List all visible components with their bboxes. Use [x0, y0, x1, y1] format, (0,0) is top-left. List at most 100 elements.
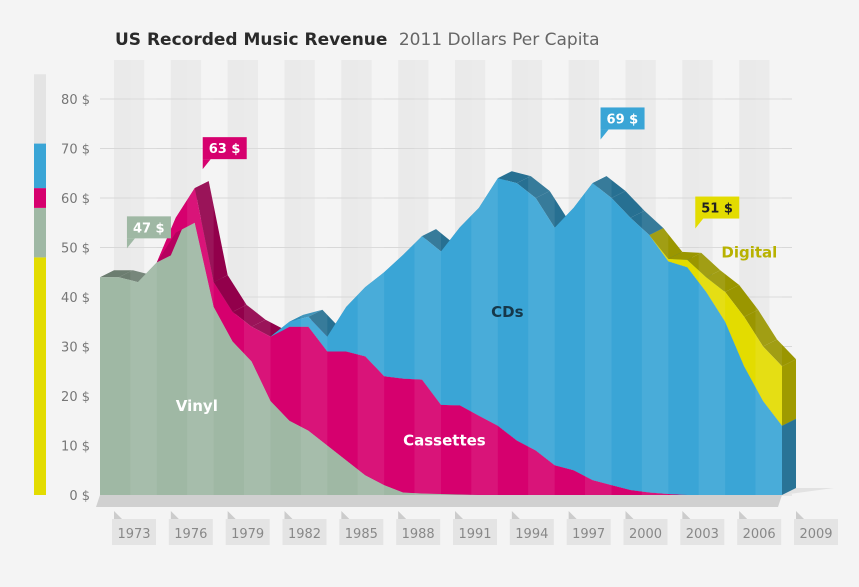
- column-shade: [755, 60, 782, 495]
- series-depth-cds: [516, 176, 550, 198]
- x-tick-label: 1991: [458, 527, 491, 542]
- column-shade: [698, 60, 726, 495]
- y-tick-label: 20 $: [61, 390, 90, 405]
- annotation-label: 69 $: [607, 112, 639, 127]
- x-tick-marker: [341, 511, 350, 519]
- annotation-pointer: [126, 238, 135, 249]
- column-shade: [414, 60, 441, 495]
- series-endcap-cds: [782, 418, 796, 495]
- x-tick-label: 1982: [288, 527, 321, 542]
- series-depth-cds: [611, 191, 645, 218]
- x-tick-marker: [170, 511, 179, 519]
- x-tick-box: [168, 519, 213, 545]
- chart-title: US Recorded Music Revenue 2011 Dollars P…: [115, 30, 600, 50]
- series-depth-digital: [668, 251, 702, 260]
- x-tick-box: [794, 519, 838, 545]
- series-endcap-digital: [782, 359, 796, 426]
- x-tick-label: 2009: [799, 527, 832, 542]
- x-tick-label: 1988: [402, 527, 435, 542]
- left-bar-segment: [34, 257, 46, 495]
- x-tick-box: [680, 519, 725, 545]
- x-tick-marker: [682, 511, 691, 519]
- series-depth-cassettes: [213, 275, 247, 312]
- x-tick-box: [509, 519, 554, 545]
- column-shade: [641, 60, 669, 495]
- series-depth-cds: [497, 171, 531, 184]
- x-tick-box: [453, 519, 497, 545]
- annotation-pointer: [600, 129, 609, 140]
- chart-subtitle: 2011 Dollars Per Capita: [398, 30, 600, 50]
- series-area-vinyl: [100, 222, 782, 495]
- series-depth-cassettes: [232, 304, 266, 327]
- series-label-digital: Digital: [721, 243, 777, 261]
- chart-title-main: US Recorded Music Revenue: [115, 30, 388, 50]
- annotation-pointer: [202, 159, 211, 170]
- series-depth-cds: [289, 309, 323, 322]
- x-tick-label: 2003: [686, 527, 719, 542]
- x-tick-box: [112, 519, 156, 545]
- x-tick-marker: [739, 511, 748, 519]
- series-label-cassettes: Cassettes: [403, 432, 486, 450]
- annotation-pointer: [695, 218, 704, 229]
- annotation-box: [126, 216, 171, 239]
- column-shade: [300, 60, 328, 495]
- series-depth-cds: [592, 176, 626, 198]
- y-tick-label: 50 $: [61, 242, 90, 257]
- x-tick-box: [623, 519, 668, 545]
- series-depth-digital: [744, 309, 778, 347]
- x-tick-label: 2006: [743, 527, 776, 542]
- series-area-cassettes: [100, 188, 782, 495]
- x-tick-marker: [227, 511, 236, 519]
- x-tick-marker: [398, 511, 407, 519]
- column-shade: [130, 60, 157, 495]
- x-tick-marker: [796, 511, 804, 519]
- annotation-label: 51 $: [701, 202, 733, 217]
- series-area-cds: [100, 178, 782, 495]
- y-tick-label: 40 $: [61, 291, 90, 306]
- x-tick-label: 1997: [572, 527, 605, 542]
- x-tick-marker: [568, 511, 577, 519]
- series-depth-digital: [649, 228, 683, 259]
- left-bar-segment: [34, 143, 46, 189]
- x-tick-box: [396, 519, 441, 545]
- series-depth-vinyl: [100, 270, 133, 278]
- left-bar-segment: [34, 188, 46, 208]
- floor-edge: [96, 495, 782, 507]
- x-tick-label: 1985: [345, 527, 378, 542]
- series-depth-digital: [763, 339, 796, 367]
- x-tick-label: 1973: [117, 527, 150, 542]
- series-label-cds: CDs: [491, 303, 523, 321]
- y-tick-label: 60 $: [61, 192, 90, 207]
- series-depth-digital: [687, 252, 721, 278]
- x-tick-box: [225, 519, 270, 545]
- series-depth-cds: [535, 191, 569, 228]
- x-tick-marker: [511, 511, 520, 519]
- x-tick-label: 2000: [629, 527, 662, 542]
- series-label-vinyl: Vinyl: [176, 397, 218, 415]
- series-depth-digital: [706, 270, 740, 293]
- column-shade: [357, 60, 385, 495]
- x-tick-marker: [284, 511, 293, 519]
- annotation-box: [695, 196, 740, 219]
- column-shade: [187, 60, 214, 495]
- x-tick-marker: [114, 511, 122, 519]
- series-depth-cassettes: [194, 181, 228, 283]
- annotation-label: 47 $: [133, 221, 165, 236]
- series-depth-digital: [725, 285, 759, 317]
- left-bar-segment: [34, 207, 46, 258]
- x-tick-label: 1994: [515, 527, 548, 542]
- left-bar-empty: [34, 74, 46, 144]
- series-depth-cds: [630, 210, 664, 236]
- x-tick-marker: [625, 511, 634, 519]
- column-shade: [243, 60, 271, 495]
- y-tick-label: 80 $: [61, 93, 90, 108]
- column-shade: [528, 60, 555, 495]
- column-shade: [471, 60, 498, 495]
- y-tick-label: 30 $: [61, 341, 90, 356]
- column-shade: [584, 60, 612, 495]
- y-tick-label: 10 $: [61, 440, 90, 455]
- x-tick-box: [566, 519, 611, 545]
- x-tick-marker: [455, 511, 463, 519]
- x-tick-box: [737, 519, 782, 545]
